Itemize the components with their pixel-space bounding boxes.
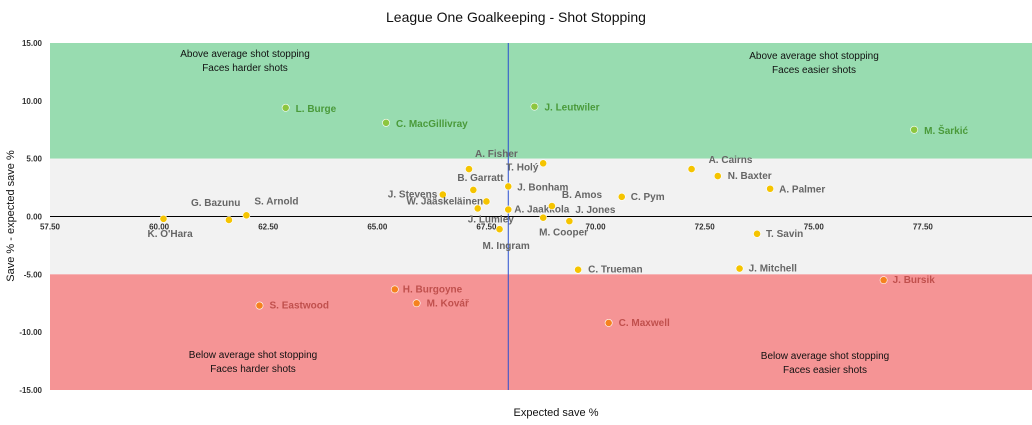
data-label: N. Baxter: [728, 171, 772, 182]
data-label: M. Ingram: [483, 241, 530, 252]
data-point: [225, 216, 233, 224]
data-point: [390, 285, 399, 294]
data-point: [465, 165, 473, 173]
data-point: [242, 211, 251, 220]
band-2: [50, 274, 1032, 390]
data-point: [713, 172, 722, 180]
data-label: L. Burge: [296, 104, 337, 115]
data-label: J. Leutwiler: [544, 103, 599, 114]
data-point: [539, 159, 548, 168]
y-tick-label: 15.00: [22, 39, 43, 48]
chart-title: League One Goalkeeping - Shot Stopping: [386, 9, 646, 25]
zone-label-line2: Faces easier shots: [783, 365, 867, 376]
data-point: [255, 301, 264, 310]
data-label: M. Cooper: [539, 228, 588, 239]
data-point: [879, 276, 888, 285]
data-point: [604, 319, 613, 327]
data-point: [504, 205, 513, 214]
x-tick-label: 72.50: [695, 223, 716, 232]
data-label: B. Amos: [562, 190, 603, 201]
x-tick-label: 67.50: [476, 223, 497, 232]
data-label: C. Pym: [631, 192, 665, 203]
y-tick-label: -15.00: [19, 386, 42, 395]
data-label: H. Burgoyne: [403, 284, 463, 295]
x-tick-label: 77.50: [913, 223, 934, 232]
data-point: [539, 213, 548, 222]
zone-label-line1: Below average shot stopping: [761, 351, 889, 362]
data-point: [469, 185, 478, 194]
data-point: [159, 214, 168, 223]
data-label: G. Bazunu: [191, 198, 240, 209]
x-tick-label: 62.50: [258, 223, 279, 232]
data-point: [382, 118, 390, 127]
data-label: J. Lumley: [468, 214, 515, 225]
data-label: T. Savin: [766, 229, 803, 240]
data-label: M. Kovář: [427, 298, 469, 309]
zone-label-line2: Faces harder shots: [202, 63, 288, 74]
data-label: C. Maxwell: [619, 318, 670, 329]
data-point: [574, 265, 582, 274]
data-label: S. Eastwood: [269, 301, 328, 312]
data-point: [565, 217, 574, 226]
data-label: C. Trueman: [588, 265, 642, 276]
data-label: T. Holý: [506, 162, 539, 173]
data-point: [910, 125, 919, 134]
data-point: [412, 299, 421, 308]
data-label: W. Jääskeläinen: [406, 196, 483, 207]
data-label: J. Bonham: [517, 182, 568, 193]
data-point: [482, 197, 491, 206]
data-label: J. Stevens: [388, 190, 438, 201]
zone-label-line2: Faces harder shots: [210, 364, 296, 375]
data-label: J. Jones: [575, 205, 615, 216]
data-label: B. Garratt: [457, 173, 504, 184]
y-axis-title: Save % - expected save %: [5, 150, 17, 282]
y-tick-label: 5.00: [26, 155, 42, 164]
data-point: [530, 102, 539, 111]
data-label: A. Fisher: [475, 149, 518, 160]
zone-label-line2: Faces easier shots: [772, 65, 856, 76]
data-label: C. MacGillivray: [396, 119, 468, 130]
data-point: [735, 264, 744, 273]
x-tick-label: 70.00: [586, 223, 607, 232]
data-point: [281, 103, 290, 112]
data-point: [753, 229, 761, 238]
data-label: A. Jaakkola: [514, 205, 569, 216]
x-tick-label: 60.00: [149, 223, 170, 232]
data-point: [617, 192, 626, 201]
x-axis-title: Expected save %: [514, 407, 599, 419]
data-point: [473, 204, 482, 213]
zone-label-line1: Below average shot stopping: [189, 350, 317, 361]
band-0: [50, 43, 1032, 159]
zone-label-line1: Above average shot stopping: [749, 51, 879, 62]
data-label: A. Palmer: [779, 185, 825, 196]
data-label: A. Cairns: [709, 155, 753, 166]
data-point: [438, 190, 447, 199]
data-label: J. Bursik: [893, 275, 936, 286]
y-tick-label: -10.00: [19, 328, 42, 337]
y-tick-label: 0.00: [26, 213, 42, 222]
data-label: K. O'Hara: [147, 229, 193, 240]
y-tick-label: -5.00: [24, 270, 43, 279]
data-point: [766, 184, 775, 193]
data-point: [687, 165, 696, 173]
data-label: M. Šarkić: [924, 124, 968, 137]
x-tick-label: 75.00: [804, 223, 825, 232]
x-tick-label: 65.00: [367, 223, 388, 232]
data-point: [495, 225, 504, 234]
x-tick-label: 57.50: [40, 223, 61, 232]
data-point: [504, 182, 513, 191]
zone-label-line1: Above average shot stopping: [180, 49, 310, 60]
data-label: S. Arnold: [254, 196, 298, 207]
y-tick-label: 10.00: [22, 97, 43, 106]
data-label: J. Mitchell: [749, 264, 798, 275]
data-point: [548, 202, 556, 210]
